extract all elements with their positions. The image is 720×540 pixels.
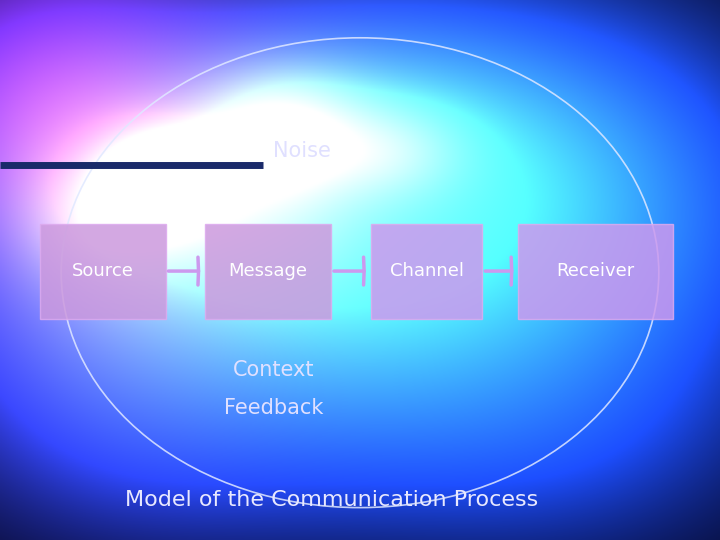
Text: Noise: Noise: [274, 141, 331, 161]
FancyBboxPatch shape: [518, 224, 673, 319]
Text: Feedback: Feedback: [224, 397, 323, 418]
Text: Receiver: Receiver: [557, 262, 635, 280]
FancyBboxPatch shape: [371, 224, 482, 319]
Text: Source: Source: [72, 262, 133, 280]
FancyBboxPatch shape: [205, 224, 331, 319]
FancyBboxPatch shape: [40, 224, 166, 319]
Text: Context: Context: [233, 360, 315, 380]
Text: Message: Message: [229, 262, 307, 280]
Text: Model of the Communication Process: Model of the Communication Process: [125, 489, 538, 510]
Text: Channel: Channel: [390, 262, 464, 280]
